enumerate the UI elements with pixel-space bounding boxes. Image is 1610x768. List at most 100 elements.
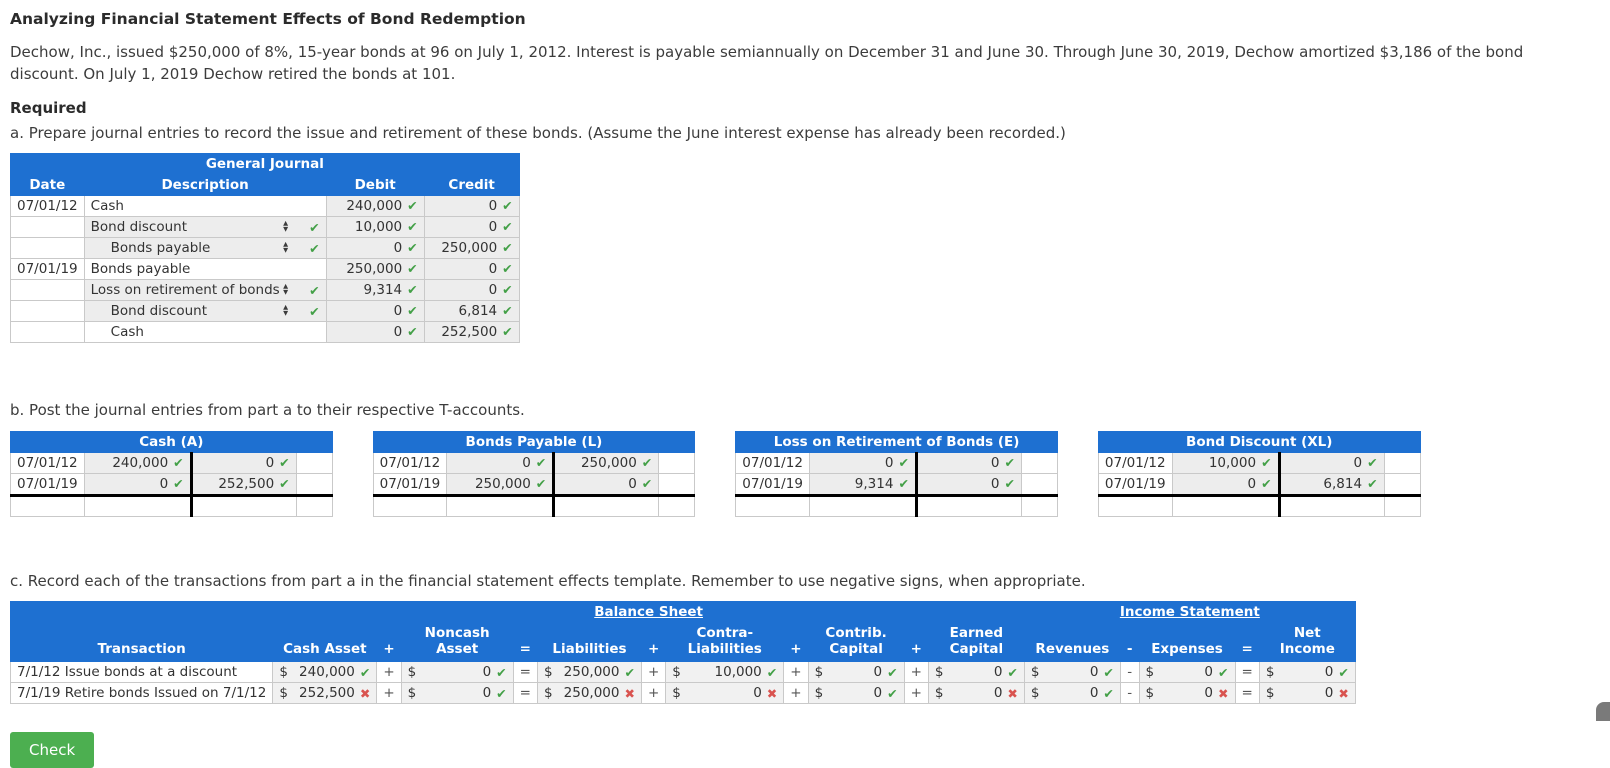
currency-symbol: $ xyxy=(934,664,944,680)
journal-debit-input[interactable]: 240,000 ✔ xyxy=(325,195,425,217)
journal-debit-input[interactable]: 9,314 ✔ xyxy=(325,279,425,301)
t-account-debit-input[interactable]: 0 ✔ xyxy=(808,452,918,474)
t-account-empty-row xyxy=(372,494,696,517)
amount-value: 0 xyxy=(393,324,403,340)
effects-revenues-input[interactable]: $0 ✔ xyxy=(1023,661,1121,683)
currency-symbol: $ xyxy=(279,664,288,680)
effects-col-liabilities: Liabilities xyxy=(536,622,642,662)
effects-op-plus-1: + xyxy=(376,622,402,662)
t-account-debit-input[interactable]: 240,000 ✔ xyxy=(83,452,193,474)
journal-debit-input[interactable]: 250,000 ✔ xyxy=(325,258,425,280)
t-accounts-row: Cash (A) 07/01/12 240,000 ✔ 0 ✔ 07/01/19 0 ✔ 252,… xyxy=(10,431,1610,517)
effects-liabilities-input[interactable]: $250,000 ✖ xyxy=(536,682,642,704)
t-account-extra-cell xyxy=(658,452,696,474)
t-account-extra-cell xyxy=(1383,452,1421,474)
t-account-debit-input[interactable]: 0 ✔ xyxy=(83,473,193,496)
check-button[interactable]: Check xyxy=(10,732,95,768)
t-account-debit-input[interactable]: 10,000 ✔ xyxy=(1171,452,1281,474)
effects-cash-asset-input[interactable]: $240,000 ✔ xyxy=(272,661,378,683)
effects-contra-liabilities-input[interactable]: $10,000 ✔ xyxy=(665,661,785,683)
required-heading: Required xyxy=(10,99,87,117)
t-account-extra-cell xyxy=(1020,494,1058,517)
account-label: Cash xyxy=(110,324,144,340)
check-icon: ✔ xyxy=(502,282,513,297)
check-icon: ✔ xyxy=(535,476,547,491)
journal-debit-input[interactable]: 0 ✔ xyxy=(325,237,425,259)
check-icon: ✔ xyxy=(1103,664,1114,680)
journal-date-cell xyxy=(10,237,85,259)
t-account-credit-input[interactable]: 0 ✔ xyxy=(190,452,297,474)
journal-description-select[interactable]: Bond discount ▲ ▼ ✔ xyxy=(83,300,327,322)
effects-revenues-input[interactable]: $0 ✔ xyxy=(1023,682,1121,704)
effects-earned-capital-input[interactable]: $0 ✔ xyxy=(927,661,1025,683)
journal-description-select[interactable]: Bonds payable ▲ ▼ ✔ xyxy=(83,237,327,259)
effects-row: 7/1/19 Retire bonds Issued on 7/1/12 $252… xyxy=(9,682,1356,704)
check-icon: ✔ xyxy=(309,219,320,235)
effects-col-transaction: Transaction xyxy=(9,622,274,662)
journal-credit-input[interactable]: 252,500 ✔ xyxy=(423,321,520,343)
check-icon: ✔ xyxy=(309,282,320,298)
journal-date-cell: 07/01/19 xyxy=(10,258,85,280)
t-account-credit-input[interactable]: 0 ✔ xyxy=(915,452,1022,474)
t-account-credit-input[interactable]: 6,814 ✔ xyxy=(1278,473,1385,496)
t-account-row: 07/01/19 250,000 ✔ 0 ✔ xyxy=(372,473,696,496)
t-account-debit-input[interactable]: 9,314 ✔ xyxy=(808,473,918,496)
check-icon: ✔ xyxy=(502,240,513,255)
t-account-debit-input[interactable]: 0 ✔ xyxy=(446,452,556,474)
journal-credit-input[interactable]: 0 ✔ xyxy=(423,216,520,238)
effects-liabilities-input[interactable]: $250,000 ✔ xyxy=(536,661,642,683)
journal-debit-input[interactable]: 10,000 ✔ xyxy=(325,216,425,238)
t-account-debit-input[interactable] xyxy=(83,494,193,517)
effects-operator-cell: + xyxy=(903,682,929,704)
journal-credit-input[interactable]: 250,000 ✔ xyxy=(423,237,520,259)
t-account-extra-cell xyxy=(1020,452,1058,474)
journal-credit-input[interactable]: 0 ✔ xyxy=(423,279,520,301)
journal-credit-input[interactable]: 0 ✔ xyxy=(423,195,520,217)
t-account-credit-input[interactable]: 0 ✔ xyxy=(1278,452,1385,474)
effects-net-income-input[interactable]: $0 ✔ xyxy=(1258,661,1356,683)
effects-net-income-input[interactable]: $0 ✖ xyxy=(1258,682,1356,704)
t-account-debit-input[interactable] xyxy=(808,494,918,517)
t-account-date-cell xyxy=(372,494,448,517)
t-account-debit-input[interactable]: 0 ✔ xyxy=(1171,473,1281,496)
effects-operator-cell: + xyxy=(903,661,929,683)
corner-widget[interactable] xyxy=(1596,702,1610,721)
t-account-credit-input[interactable]: 250,000 ✔ xyxy=(553,452,660,474)
t-account-credit-input[interactable]: 0 ✔ xyxy=(553,473,660,496)
amount-value: 0 xyxy=(884,455,894,471)
journal-credit-input[interactable]: 6,814 ✔ xyxy=(423,300,520,322)
general-journal-table: General Journal Date Description Debit C… xyxy=(10,153,520,343)
effects-expenses-input[interactable]: $0 ✖ xyxy=(1138,682,1236,704)
effects-noncash-asset-input[interactable]: $0 ✔ xyxy=(400,682,514,704)
amount-value: 0 xyxy=(993,664,1003,680)
t-account-credit-input[interactable] xyxy=(553,494,660,517)
t-account-debit-input[interactable] xyxy=(446,494,556,517)
check-icon: ✔ xyxy=(407,240,418,255)
t-account-debit-input[interactable]: 250,000 ✔ xyxy=(446,473,556,496)
t-account-debit-input[interactable] xyxy=(1171,494,1281,517)
journal-description-select[interactable]: Loss on retirement of bonds ▲ ▼ ✔ xyxy=(83,279,327,301)
journal-credit-input[interactable]: 0 ✔ xyxy=(423,258,520,280)
effects-earned-capital-input[interactable]: $0 ✖ xyxy=(927,682,1025,704)
page-title: Analyzing Financial Statement Effects of… xyxy=(10,10,526,28)
effects-contrib-capital-input[interactable]: $0 ✔ xyxy=(807,682,905,704)
t-account-title: Bonds Payable (L) xyxy=(372,431,696,453)
t-account-credit-input[interactable] xyxy=(1278,494,1385,517)
t-account-credit-input[interactable]: 0 ✔ xyxy=(915,473,1022,496)
effects-noncash-asset-input[interactable]: $0 ✔ xyxy=(400,661,514,683)
effects-cash-asset-input[interactable]: $252,500 ✖ xyxy=(272,682,378,704)
t-account-credit-input[interactable]: 252,500 ✔ xyxy=(190,473,297,496)
t-account-credit-input[interactable] xyxy=(190,494,297,517)
journal-row: Bonds payable ▲ ▼ ✔ 0 ✔ 250,000 ✔ xyxy=(10,237,520,259)
effects-operator-cell: + xyxy=(376,661,402,683)
amount-value: 0 xyxy=(873,664,883,680)
effects-contra-liabilities-input[interactable]: $0 ✖ xyxy=(665,682,785,704)
effects-contrib-capital-input[interactable]: $0 ✔ xyxy=(807,661,905,683)
effects-expenses-input[interactable]: $0 ✔ xyxy=(1138,661,1236,683)
t-account-credit-input[interactable] xyxy=(915,494,1022,517)
journal-debit-input[interactable]: 0 ✔ xyxy=(325,300,425,322)
check-icon: ✔ xyxy=(1004,455,1015,470)
journal-description-select[interactable]: Bond discount ▲ ▼ ✔ xyxy=(83,216,327,238)
journal-debit-input[interactable]: 0 ✔ xyxy=(325,321,425,343)
